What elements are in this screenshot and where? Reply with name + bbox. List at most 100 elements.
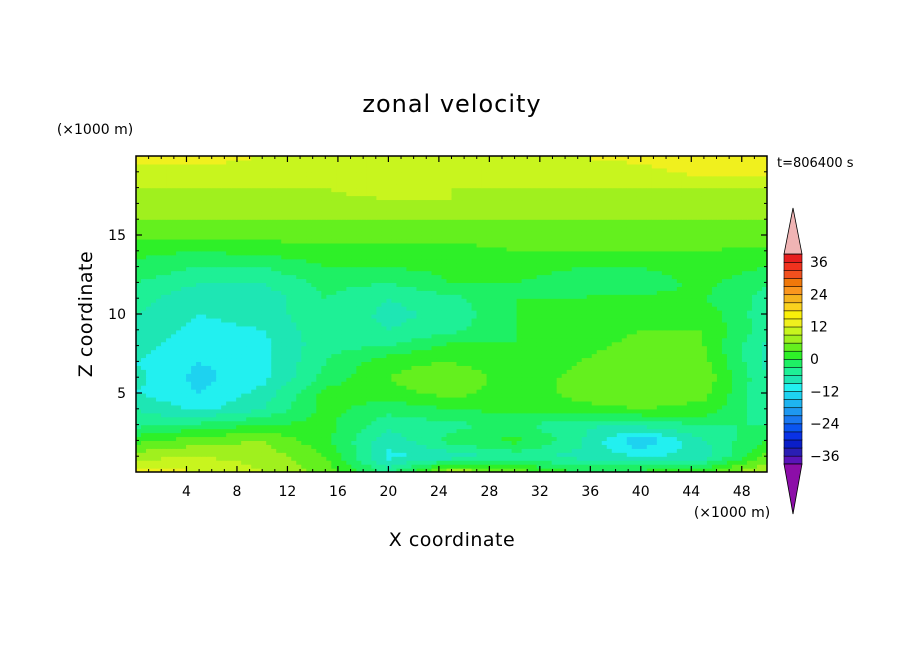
field-cell — [471, 412, 478, 418]
field-cell — [461, 452, 468, 457]
field-cell — [266, 369, 272, 374]
field-cell — [251, 404, 257, 410]
field-cell — [396, 337, 403, 343]
field-cell — [231, 393, 237, 398]
field-cell — [466, 393, 473, 398]
field-cell — [596, 416, 603, 422]
field-cell — [761, 321, 767, 327]
field-cell — [426, 314, 433, 319]
field-cell — [391, 381, 398, 386]
field-cell — [726, 408, 733, 414]
field-cell — [561, 333, 568, 339]
field-cell — [666, 456, 673, 461]
field-cell — [476, 317, 483, 323]
field-cell — [646, 420, 653, 426]
field-cell — [331, 341, 337, 347]
field-cell — [711, 456, 718, 461]
field-cell — [471, 420, 478, 426]
field-cell — [256, 400, 262, 406]
field-cell — [221, 357, 227, 362]
field-cell — [371, 329, 377, 335]
field-cell — [511, 345, 518, 351]
field-cell — [751, 317, 758, 323]
field-cell — [176, 396, 182, 402]
field-cell — [481, 436, 488, 441]
field-cell — [201, 448, 207, 453]
field-cell — [556, 325, 563, 331]
field-cell — [146, 361, 152, 366]
field-cell — [501, 361, 508, 366]
field-cell — [451, 314, 458, 319]
field-cell — [701, 337, 708, 343]
field-cell — [186, 408, 192, 414]
field-cell — [526, 377, 533, 382]
field-cell — [161, 377, 167, 382]
field-cell — [721, 412, 728, 418]
field-cell — [351, 436, 357, 441]
field-cell — [661, 325, 668, 331]
field-cell — [676, 357, 683, 362]
field-cell — [391, 349, 398, 355]
field-cell — [496, 361, 503, 366]
field-cell — [656, 381, 663, 386]
field-cell — [561, 317, 568, 323]
field-cell — [321, 314, 327, 319]
field-cell — [331, 460, 337, 465]
field-cell — [591, 357, 598, 362]
field-cell — [136, 393, 142, 398]
field-cell — [481, 396, 488, 402]
field-cell — [581, 381, 588, 386]
field-cell — [266, 377, 272, 382]
field-cell — [136, 412, 142, 418]
field-cell — [636, 353, 643, 359]
field-cell — [671, 460, 678, 465]
field-cell — [156, 373, 162, 378]
field-cell — [726, 436, 733, 441]
field-cell — [506, 412, 513, 418]
field-cell — [461, 428, 468, 434]
field-cell — [521, 468, 528, 472]
field-cell — [521, 400, 528, 406]
field-cell — [211, 400, 217, 406]
field-cell — [521, 408, 528, 414]
field-cell — [536, 436, 543, 441]
field-cell — [521, 341, 528, 347]
field-cell — [246, 345, 252, 351]
field-cell — [506, 432, 513, 438]
field-cell — [246, 456, 252, 461]
field-cell — [486, 456, 493, 461]
field-cell — [721, 400, 728, 406]
field-cell — [216, 428, 222, 434]
field-cell — [661, 361, 668, 366]
field-cell — [491, 436, 498, 441]
field-cell — [746, 341, 753, 347]
field-cell — [641, 341, 648, 347]
field-cell — [676, 436, 683, 441]
field-cell — [186, 317, 192, 323]
field-cell — [396, 464, 403, 469]
field-cell — [591, 389, 598, 394]
field-cell — [406, 412, 413, 418]
field-cell — [566, 440, 573, 445]
field-cell — [146, 357, 152, 362]
field-cell — [726, 404, 733, 410]
field-cell — [701, 420, 708, 426]
field-cell — [316, 420, 322, 426]
field-cell — [326, 349, 332, 355]
field-cell — [156, 369, 162, 374]
field-cell — [476, 444, 483, 449]
field-cell — [636, 432, 643, 438]
field-cell — [551, 325, 558, 331]
field-cell — [181, 400, 187, 406]
field-cell — [636, 325, 643, 331]
field-cell — [431, 329, 438, 335]
field-cell — [746, 321, 753, 327]
field-cell — [541, 337, 548, 343]
field-cell — [286, 333, 292, 339]
field-cell — [216, 456, 222, 461]
field-cell — [181, 468, 187, 472]
field-cell — [501, 440, 508, 445]
field-cell — [636, 369, 643, 374]
field-cell — [196, 361, 202, 366]
field-cell — [351, 389, 357, 394]
